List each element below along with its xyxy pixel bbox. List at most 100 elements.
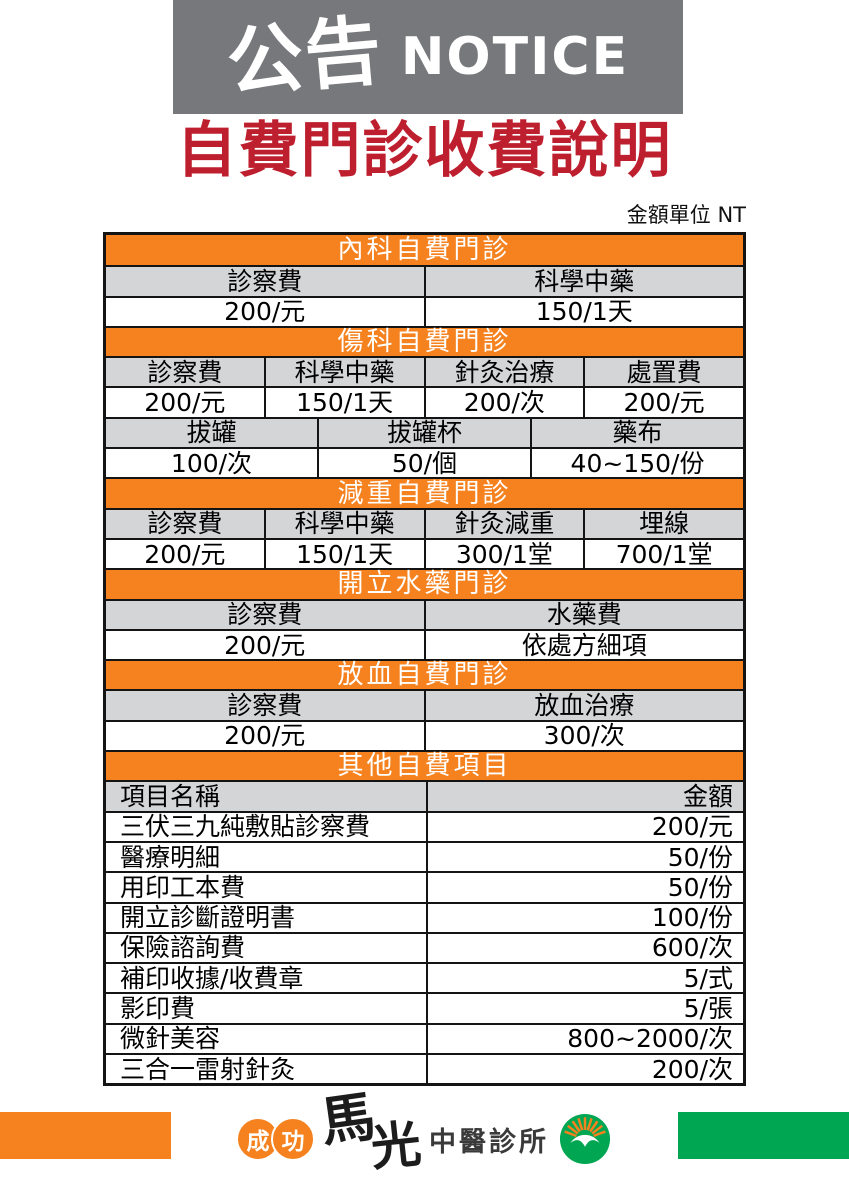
fee-label-row: 拔罐 拔罐杯 藥布: [106, 416, 743, 448]
currency-unit-note: 金額單位 NT: [626, 203, 746, 227]
notice-banner: 公告 NOTICE: [173, 0, 683, 114]
fee-label-row: 診察費 水藥費: [106, 598, 744, 630]
fee-label-cell: 診察費: [147, 357, 223, 387]
fee-value-cell: 200/元: [144, 388, 226, 418]
fee-value-cell: 150/1天: [263, 539, 424, 569]
item-price-cell: 800~2000/次: [425, 1024, 744, 1054]
logo-circle-cheng-text: 成: [246, 1129, 270, 1155]
item-price-cell: 50/份: [425, 842, 744, 872]
fee-value-cell: 200/元: [224, 721, 306, 751]
item-row: 醫療明細 50/份: [106, 840, 744, 872]
fee-value-row: 100/次 50/個 40~150/份: [106, 447, 743, 478]
logo-circle-gong: 功: [271, 1117, 315, 1161]
page-title: 自費門診收費說明: [176, 116, 673, 186]
fee-label-cell: 診察費: [227, 266, 303, 296]
column-header-row: 項目名稱 金額: [106, 780, 744, 811]
item-row: 補印收據/收費章 5/式: [106, 962, 743, 993]
fee-label-row: 診察費 放血治療: [106, 689, 744, 721]
item-name-cell: 開立診斷證明書: [120, 903, 296, 933]
footer-bar-orange: [0, 1112, 171, 1159]
fee-value-cell: 依處方細項: [423, 630, 744, 660]
section-header: 傷科自費門診: [337, 327, 512, 358]
section-header-row: 其他自費項目: [106, 750, 743, 782]
section-header-row: 減重自費門診: [106, 477, 743, 508]
fee-value-cell: 100/次: [170, 448, 253, 478]
item-price-cell: 600/次: [425, 933, 744, 963]
fee-table: 內科自費門診 診察費 科學中藥 200/元 150/1天 傷科自費門診 診察費 科學中藥 針灸治…: [103, 232, 746, 1087]
fee-value-cell: 700/1堂: [583, 539, 743, 569]
fee-value-cell: 300/1堂: [423, 539, 584, 569]
fee-label-cell: 科學中藥: [423, 267, 744, 296]
section-header: 放血自費門診: [337, 660, 512, 691]
item-row: 三伏三九純敷貼診察費 200/元: [106, 810, 744, 841]
item-row: 開立診斷證明書 100/份: [106, 901, 744, 933]
logo-brand-calligraphy: 馬 光: [317, 1085, 425, 1179]
item-row: 保險諮詢費 600/次: [106, 931, 744, 963]
item-price-cell: 100/份: [425, 903, 744, 932]
footer-bar-green: [678, 1112, 849, 1159]
fee-value-cell: 200/次: [423, 388, 584, 417]
fee-label-cell: 水藥費: [423, 600, 744, 629]
fee-value-row: 200/元 150/1天 300/1堂 700/1堂: [106, 537, 743, 569]
item-name-cell: 三合一雷射針灸: [120, 1054, 296, 1084]
fee-label-row: 診察費 科學中藥: [106, 265, 744, 296]
item-name-cell: 用印工本費: [120, 872, 246, 902]
fee-label-cell: 拔罐: [186, 418, 237, 448]
fee-label-cell: 診察費: [227, 600, 303, 630]
section-header: 開立水藥門診: [337, 569, 512, 600]
fee-label-cell: 拔罐杯: [317, 418, 530, 448]
section-header-row: 傷科自費門診: [106, 325, 743, 358]
item-name-cell: 醫療明細: [120, 842, 221, 872]
notice-banner-en: NOTICE: [400, 27, 630, 87]
fee-value-cell: 200/元: [224, 297, 306, 327]
clinic-sunburst-emblem-icon: [559, 1113, 611, 1165]
fee-label-cell: 診察費: [227, 691, 303, 721]
logo-clinic-name: 中醫診所: [429, 1126, 549, 1158]
fee-value-cell: 50/個: [317, 449, 530, 478]
fee-value-cell: 150/1天: [263, 388, 424, 417]
fee-value-row: 200/元 300/次: [106, 719, 744, 751]
fee-value-cell: 200/元: [583, 388, 743, 417]
fee-value-cell: 200/元: [144, 539, 226, 569]
item-price-column-header: 金額: [425, 782, 744, 811]
item-row: 微針美容 800~2000/次: [106, 1022, 744, 1054]
item-row: 用印工本費 50/份: [106, 871, 744, 902]
fee-value-cell: 150/1天: [423, 297, 744, 326]
fee-label-cell: 藥布: [530, 418, 743, 448]
fee-label-row: 診察費 科學中藥 針灸減重 埋線: [106, 507, 743, 539]
clinic-logo: 成 功 馬 光 中醫診所: [0, 1085, 849, 1180]
item-price-cell: 200/次: [425, 1055, 744, 1084]
item-row: 影印費 5/張: [106, 992, 744, 1024]
fee-value-cell: 40~150/份: [530, 449, 743, 478]
fee-value-cell: 200/元: [224, 630, 306, 660]
section-header-row: 開立水藥門診: [106, 568, 743, 600]
fee-label-cell: 處置費: [583, 358, 743, 387]
item-price-cell: 5/張: [425, 994, 744, 1023]
notice-banner-zh: 公告: [223, 5, 387, 108]
item-name-cell: 保險諮詢費: [120, 933, 246, 963]
item-name-cell: 補印收據/收費章: [120, 963, 304, 993]
item-price-cell: 50/份: [425, 873, 744, 902]
fee-label-cell: 針灸治療: [423, 358, 584, 387]
fee-label-row: 診察費 科學中藥 針灸治療 處置費: [106, 356, 743, 387]
item-name-column-header: 項目名稱: [120, 781, 221, 811]
fee-value-row: 200/元 150/1天 200/次 200/元: [106, 386, 743, 418]
section-header-row: 放血自費門診: [106, 659, 743, 691]
fee-label-cell: 埋線: [583, 509, 743, 538]
fee-value-row: 200/元 150/1天: [106, 295, 744, 327]
fee-value-row: 200/元 依處方細項: [106, 628, 744, 660]
fee-label-cell: 診察費: [147, 509, 223, 539]
fee-label-cell: 科學中藥: [263, 509, 424, 538]
item-row: 三合一雷射針灸 200/次: [106, 1053, 744, 1084]
fee-value-cell: 300/次: [423, 721, 744, 751]
item-name-cell: 微針美容: [120, 1024, 221, 1054]
section-header: 其他自費項目: [337, 751, 512, 782]
section-header: 內科自費門診: [337, 235, 512, 266]
logo-circle-gong-text: 功: [281, 1129, 305, 1155]
fee-label-cell: 針灸減重: [423, 509, 584, 538]
fee-label-cell: 放血治療: [423, 691, 744, 720]
item-price-cell: 200/元: [425, 812, 744, 841]
item-name-cell: 影印費: [120, 994, 196, 1024]
logo-brand-char-kuang: 光: [368, 1114, 424, 1178]
